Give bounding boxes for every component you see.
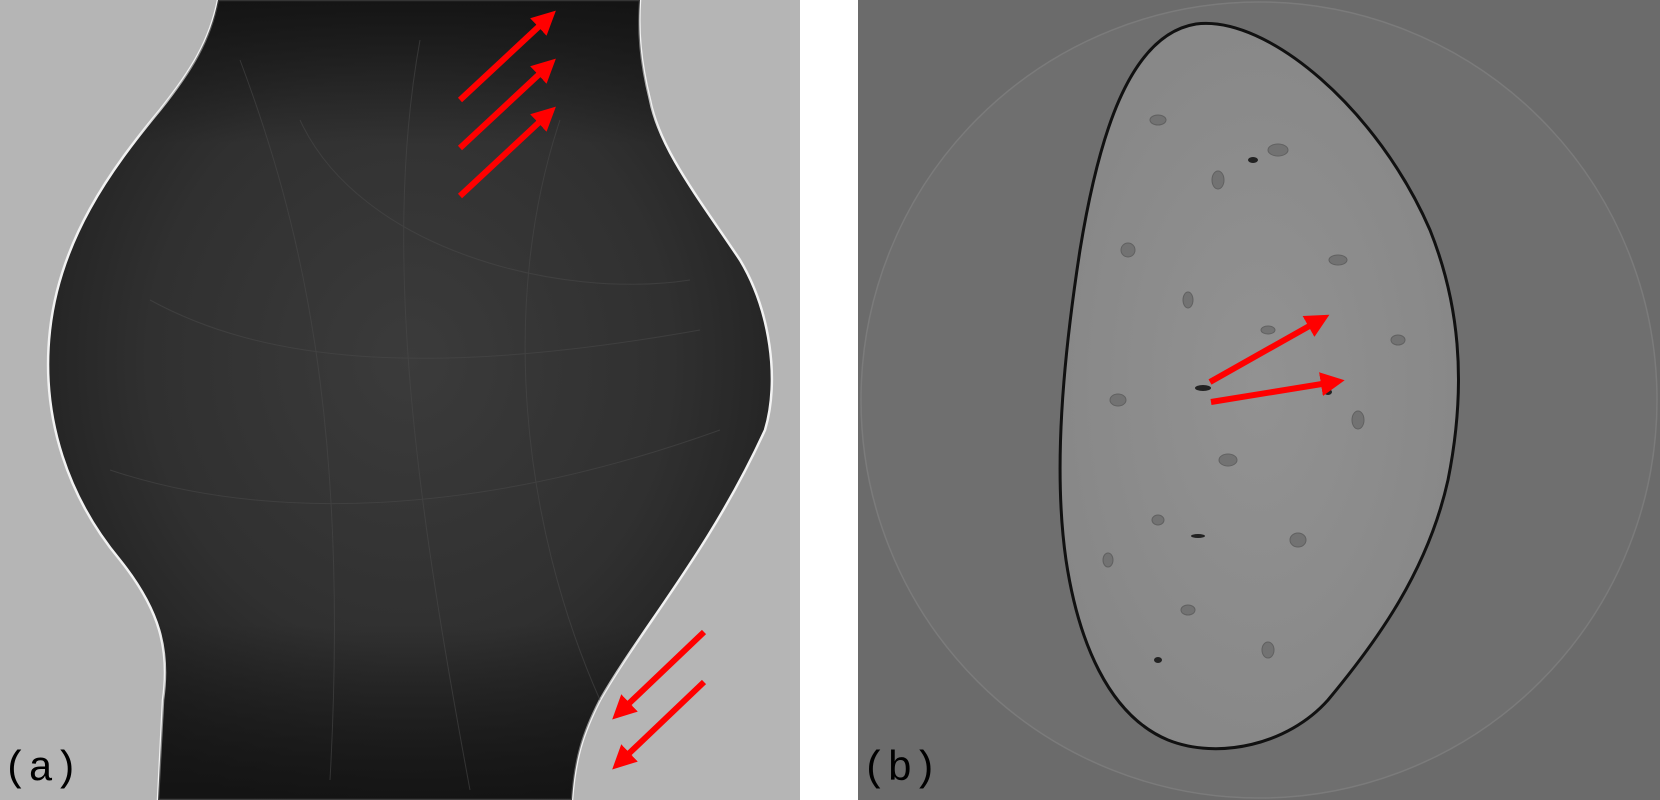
arrow — [612, 629, 707, 720]
panel-b-cross-section: (b) — [858, 0, 1660, 800]
arrow — [457, 106, 556, 199]
panel-b-image — [858, 0, 1660, 800]
panel-a-projection: (a) — [0, 0, 800, 800]
arrow — [457, 10, 556, 103]
arrow-group-center — [1208, 314, 1345, 405]
panel-label-a: (a) — [3, 745, 79, 793]
pore-texture — [1102, 114, 1406, 659]
arrow — [1210, 372, 1345, 405]
arrow-group-top — [457, 10, 556, 199]
specimen-cross-section — [1058, 21, 1460, 751]
arrow-group-bottom — [612, 629, 707, 770]
arrow — [612, 679, 707, 770]
streak-texture — [109, 39, 721, 791]
panel-a-image — [0, 0, 800, 800]
panel-label-b: (b) — [862, 745, 938, 793]
arrow — [457, 58, 556, 151]
arrow — [1208, 314, 1330, 385]
